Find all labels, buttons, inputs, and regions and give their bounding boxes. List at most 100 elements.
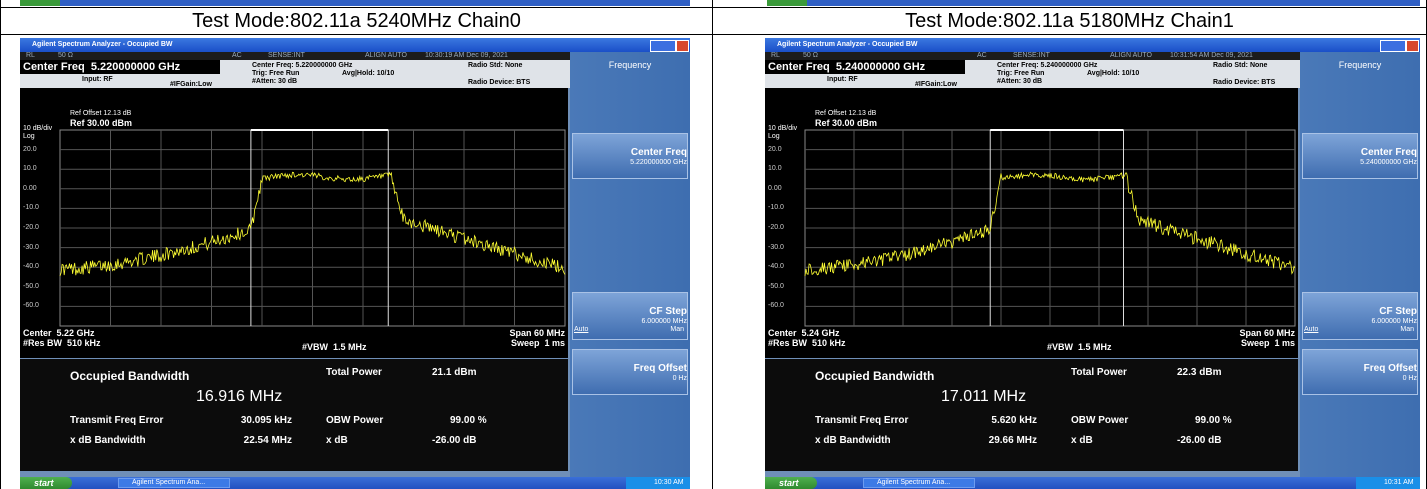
sweep: Sweep 1 ms (1240, 338, 1295, 348)
prev-image-fragment (20, 0, 60, 6)
y-label: -60.0 (23, 302, 39, 310)
start-button (20, 477, 72, 489)
clock: 10:30 AM (654, 479, 684, 486)
y-label: 20.0 (768, 145, 782, 153)
prev-image-fragment (807, 0, 1420, 6)
status-timestamp: 10:31:54 AM Dec 09, 2021 (1170, 52, 1253, 59)
start-label: start (34, 478, 54, 488)
graticule (59, 129, 566, 327)
status-sense: SENSE:INT (268, 52, 305, 59)
softkey-man: Man (1400, 326, 1414, 333)
span: Span 60 MHz (1239, 328, 1295, 338)
table-row-line (0, 7, 1427, 8)
start-label: start (779, 478, 799, 488)
center-freq-info: Center Freq: 5.220000000 GHz (252, 62, 353, 69)
y-label: 10.0 (23, 165, 37, 173)
freq-error-label: Transmit Freq Error (815, 415, 909, 426)
y-label: 10.0 (768, 165, 782, 173)
vbw: #VBW 1.5 MHz (1047, 342, 1112, 352)
softkey-value: 0 Hz (672, 375, 687, 382)
ref-offset: Ref Offset 12.13 dB (815, 110, 877, 117)
y-label: -10.0 (768, 204, 784, 212)
center-freq-box (765, 60, 965, 74)
total-power-label: Total Power (326, 367, 382, 378)
softkey (1302, 292, 1418, 340)
status-align: ALIGN AUTO (365, 52, 407, 59)
table-border-left (0, 0, 1, 489)
freq-error-label: Transmit Freq Error (70, 415, 164, 426)
y-label: 20.0 (23, 145, 37, 153)
status-align: ALIGN AUTO (1110, 52, 1152, 59)
softkey-label: CF Step (649, 306, 687, 317)
softkey (572, 349, 688, 395)
clock: 10:31 AM (1384, 479, 1414, 486)
obw-power-label: OBW Power (1071, 415, 1129, 426)
prev-image-fragment (60, 0, 690, 6)
atten: #Atten: 30 dB (252, 78, 298, 85)
sweep: Sweep 1 ms (510, 338, 565, 348)
log: Log (768, 133, 780, 140)
task-button (863, 478, 975, 488)
table-row-line (0, 34, 1427, 35)
log: Log (23, 133, 35, 140)
task-label: Agilent Spectrum Ana... (132, 479, 206, 486)
center-freq-box (20, 60, 220, 74)
status-sense: SENSE:INT (1013, 52, 1050, 59)
y-label: -20.0 (768, 224, 784, 231)
window-buttons (650, 40, 676, 52)
status-impedance: 50 Ω (58, 52, 73, 59)
trace (804, 171, 1296, 277)
xdb-bw-label: x dB Bandwidth (70, 435, 146, 446)
atten: #Atten: 30 dB (997, 78, 1043, 85)
caption: Test Mode:802.11a 5180MHz Chain1 (905, 10, 1234, 32)
y-label: -60.0 (768, 302, 784, 310)
softkey-label: Center Freq (1360, 147, 1417, 158)
screenshot: Agilent Spectrum Analyzer - Occupied BW R… (20, 38, 690, 489)
xdb-label: x dB (1071, 435, 1093, 446)
tray (626, 477, 690, 489)
y-label: -30.0 (768, 243, 784, 251)
input: Input: RF (827, 76, 858, 83)
radio-device: Radio Device: BTS (468, 79, 531, 86)
y-label: -20.0 (23, 224, 39, 231)
softkey-value: 5.240000000 GHz (1360, 159, 1417, 166)
softkey-auto: Auto (574, 326, 589, 333)
prev-image-fragment (767, 0, 807, 6)
status-rl: RL (26, 52, 35, 59)
close-button (676, 40, 689, 52)
softkey-value: 5.220000000 GHz (630, 159, 687, 166)
res-bw: #Res BW 510 kHz (768, 338, 846, 348)
scale: 10 dB/div (768, 125, 798, 132)
task-label: Agilent Spectrum Ana... (877, 479, 951, 486)
obw-power-label: OBW Power (326, 415, 384, 426)
vbw: #VBW 1.5 MHz (302, 342, 367, 352)
obw-value: 17.011 MHz (941, 388, 1027, 405)
status-bar (765, 52, 1300, 60)
y-label: -50.0 (768, 282, 784, 290)
results-area (765, 359, 1298, 471)
radio-device: Radio Device: BTS (1213, 79, 1276, 86)
radio-std: Radio Std: None (468, 62, 523, 69)
results-area (20, 359, 568, 471)
status-impedance: 50 Ω (803, 52, 818, 59)
center-freq-info: Center Freq: 5.240000000 GHz (997, 62, 1098, 69)
xdb-bw-value: 22.54 MHz (243, 435, 292, 446)
window-title: Agilent Spectrum Analyzer - Occupied BW (32, 41, 173, 48)
softkey (1302, 133, 1418, 179)
center: Center 5.22 GHz (23, 328, 95, 338)
freq-error-value: 30.095 kHz (240, 415, 292, 426)
softkey-menu: Frequency (1338, 60, 1382, 70)
softkey-menu: Frequency (608, 60, 652, 70)
trig: Trig: Free Run (252, 70, 300, 77)
xdb-value: -26.00 dB (1177, 435, 1222, 446)
softkey-panel (570, 52, 690, 477)
total-power-value: 22.3 dBm (1177, 367, 1222, 378)
ifgain: #IFGain:Low (170, 81, 212, 88)
ref-level: Ref 30.00 dBm (70, 118, 133, 128)
status-timestamp: 10:30:19 AM Dec 09, 2021 (425, 52, 508, 59)
softkey-value: 6.000000 MHz (1371, 318, 1417, 325)
obw-power-value: 99.00 % (1195, 415, 1232, 426)
scale: 10 dB/div (23, 125, 53, 132)
y-label: 0.00 (768, 184, 782, 192)
softkey-auto: Auto (1304, 326, 1319, 333)
